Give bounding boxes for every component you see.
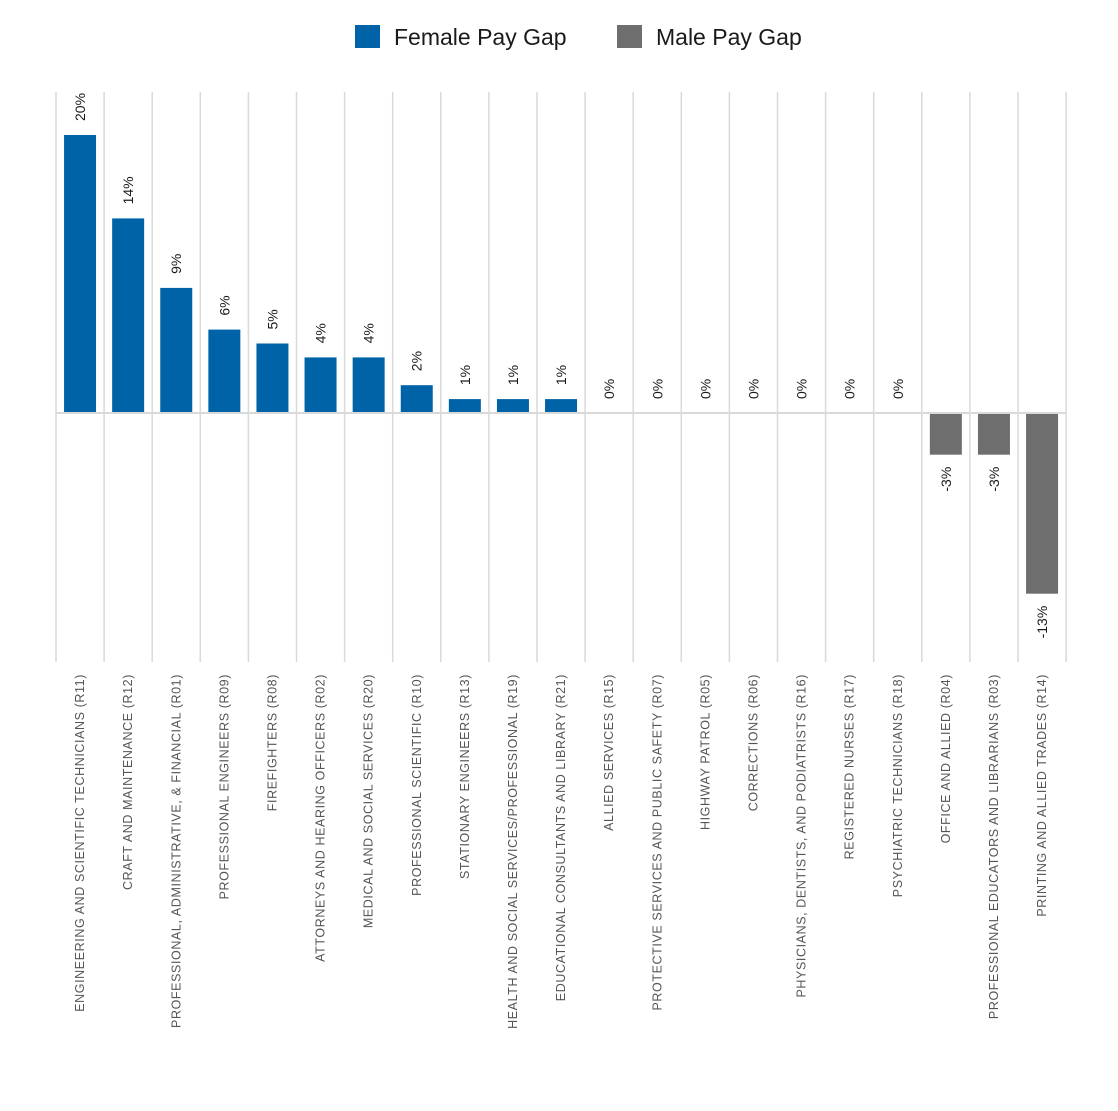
bar bbox=[400, 385, 433, 413]
data-label: 9% bbox=[168, 254, 184, 274]
data-label: 1% bbox=[505, 365, 521, 385]
category-label: PROFESSIONAL ENGINEERS (R09) bbox=[217, 674, 231, 899]
legend-label-male: Male Pay Gap bbox=[656, 24, 802, 50]
bar bbox=[545, 399, 578, 413]
data-label: 0% bbox=[697, 379, 713, 399]
legend: Female Pay Gap Male Pay Gap bbox=[355, 24, 802, 50]
data-label: 4% bbox=[361, 323, 377, 343]
legend-swatch-male bbox=[617, 25, 642, 48]
category-label: PROTECTIVE SERVICES AND PUBLIC SAFETY (R… bbox=[650, 674, 664, 1011]
data-label: 0% bbox=[601, 379, 617, 399]
data-label: 4% bbox=[313, 323, 329, 343]
bar bbox=[112, 218, 145, 413]
bar bbox=[448, 399, 481, 413]
bar bbox=[64, 135, 97, 413]
category-label: HIGHWAY PATROL (R05) bbox=[698, 674, 712, 830]
bar bbox=[304, 357, 337, 413]
category-gridlines bbox=[55, 92, 1067, 662]
category-label: ENGINEERING AND SCIENTIFIC TECHNICIANS (… bbox=[73, 674, 87, 1012]
data-label: 2% bbox=[409, 351, 425, 371]
category-label: ALLIED SERVICES (R15) bbox=[602, 674, 616, 831]
category-label: PROFESSIONAL SCIENTIFIC (R10) bbox=[410, 674, 424, 896]
data-label: 0% bbox=[745, 379, 761, 399]
data-label: 5% bbox=[264, 309, 280, 329]
bar bbox=[1026, 413, 1059, 594]
data-label: 1% bbox=[457, 365, 473, 385]
category-label: PROFESSIONAL, ADMINISTRATIVE, & FINANCIA… bbox=[169, 674, 183, 1028]
data-label: 1% bbox=[553, 365, 569, 385]
category-label: PHYSICIANS, DENTISTS, AND PODIATRISTS (R… bbox=[795, 674, 809, 998]
data-label: 0% bbox=[649, 379, 665, 399]
data-labels: 20% 14% 9% 6% 5% 4% 4% 2% 1% 1% 1% 0% 0% 0% 0% 0% 0% 0% -3… bbox=[72, 93, 1050, 638]
category-label: EDUCATIONAL CONSULTANTS AND LIBRARY (R21… bbox=[554, 674, 568, 1001]
data-label: 0% bbox=[794, 379, 810, 399]
bar bbox=[977, 413, 1010, 455]
data-label: 14% bbox=[120, 176, 136, 204]
data-label: 20% bbox=[72, 93, 88, 121]
bar bbox=[256, 343, 289, 413]
category-label: REGISTERED NURSES (R17) bbox=[843, 674, 857, 859]
bar bbox=[352, 357, 385, 413]
data-label: -3% bbox=[938, 467, 954, 492]
category-label: CRAFT AND MAINTENANCE (R12) bbox=[121, 674, 135, 890]
bar bbox=[496, 399, 529, 413]
legend-label-female: Female Pay Gap bbox=[394, 24, 567, 50]
bar bbox=[929, 413, 962, 455]
category-label: MEDICAL AND SOCIAL SERVICES (R20) bbox=[362, 674, 376, 928]
category-label: PSYCHIATRIC TECHNICIANS (R18) bbox=[891, 674, 905, 897]
category-label: CORRECTIONS (R06) bbox=[746, 674, 760, 811]
data-label: 0% bbox=[890, 379, 906, 399]
category-label: PROFESSIONAL EDUCATORS AND LIBRARIANS (R… bbox=[987, 674, 1001, 1019]
category-label: FIREFIGHTERS (R08) bbox=[265, 674, 279, 811]
category-label: HEALTH AND SOCIAL SERVICES/PROFESSIONAL … bbox=[506, 674, 520, 1029]
bars bbox=[64, 135, 1059, 594]
data-label: -3% bbox=[986, 467, 1002, 492]
data-label: 0% bbox=[842, 379, 858, 399]
bar bbox=[160, 287, 193, 413]
category-labels: ENGINEERING AND SCIENTIFIC TECHNICIANS (… bbox=[73, 674, 1049, 1029]
legend-swatch-female bbox=[355, 25, 380, 48]
category-label: ATTORNEYS AND HEARING OFFICERS (R02) bbox=[314, 674, 328, 962]
category-label: STATIONARY ENGINEERS (R13) bbox=[458, 674, 472, 879]
data-label: -13% bbox=[1034, 606, 1050, 639]
data-label: 6% bbox=[216, 295, 232, 315]
bar bbox=[208, 329, 241, 413]
category-label: PRINTING AND ALLIED TRADES (R14) bbox=[1035, 674, 1049, 917]
category-label: OFFICE AND ALLIED (R04) bbox=[939, 674, 953, 843]
